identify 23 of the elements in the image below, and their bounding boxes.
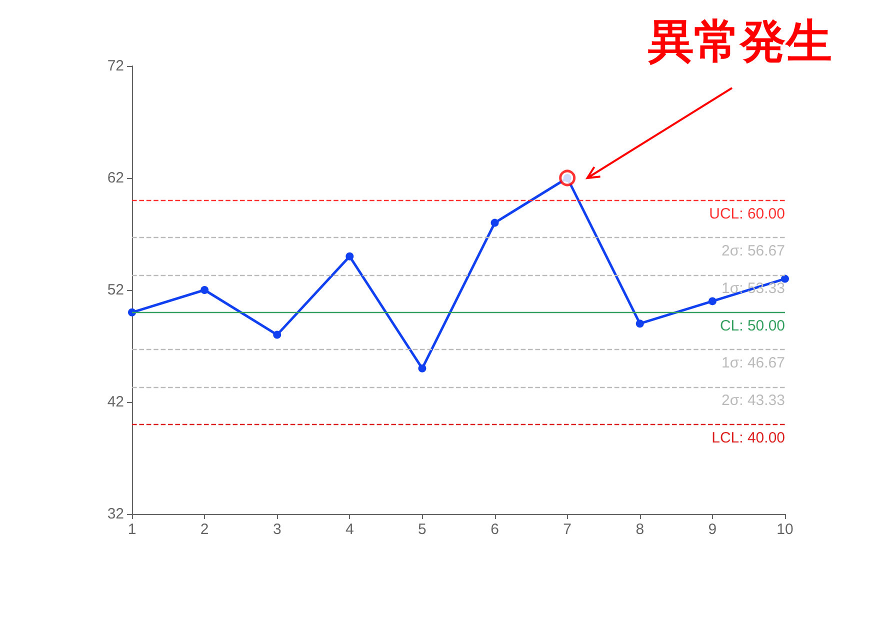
x-tick-label: 8 [636,521,644,538]
x-tick-label: 9 [708,521,717,538]
ref-line-label: 2σ: 56.67 [722,242,785,260]
ref-line-label: 2σ: 43.33 [722,392,785,410]
ref-line-label: CL: 50.00 [720,317,785,334]
x-tick-label: 5 [418,521,426,538]
y-tick-label: 72 [107,58,124,74]
ref-line-label: 1σ: 46.67 [722,354,785,372]
x-tick-label: 4 [345,521,354,538]
y-tick-label: 32 [107,506,124,522]
x-tick-label: 2 [200,521,209,538]
y-tick-label: 52 [107,282,124,298]
x-tick-label: 1 [128,521,136,538]
y-tick-label: 62 [107,170,124,186]
ref-line-label: LCL: 40.00 [712,429,785,446]
ref-line-label: UCL: 60.00 [709,205,785,222]
x-tick-label: 10 [776,521,794,538]
x-tick-label: 3 [272,521,282,538]
x-tick-label: 6 [490,521,499,538]
ref-line-label: 1σ: 53.33 [722,280,785,298]
y-tick-label: 42 [107,394,124,410]
x-tick-label: 7 [563,521,572,538]
annotation: 異常発生 [648,14,832,68]
